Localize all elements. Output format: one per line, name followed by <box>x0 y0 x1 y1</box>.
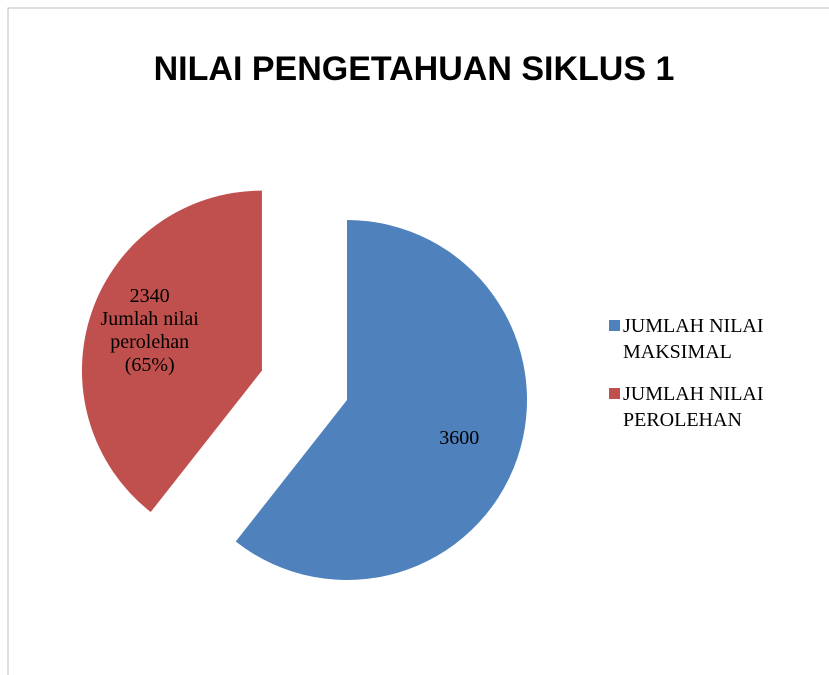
legend-label: JUMLAH NILAI MAKSIMAL <box>623 315 764 363</box>
pie-slice <box>235 220 527 580</box>
data-label: 2340 Jumlah nilai perolehan (65%) <box>101 285 200 376</box>
data-label: 3600 <box>439 426 479 448</box>
pie-slice <box>81 190 262 513</box>
legend-swatch <box>609 388 620 399</box>
legend-swatch <box>609 320 620 331</box>
chart-frame <box>7 7 829 675</box>
chart-title: NILAI PENGETAHUAN SIKLUS 1 <box>154 50 675 88</box>
legend-label: JUMLAH NILAI PEROLEHAN <box>623 383 764 431</box>
